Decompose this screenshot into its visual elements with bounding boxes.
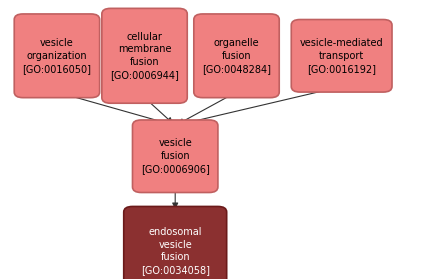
Text: cellular
membrane
fusion
[GO:0006944]: cellular membrane fusion [GO:0006944] xyxy=(110,32,179,80)
FancyBboxPatch shape xyxy=(194,14,279,98)
FancyBboxPatch shape xyxy=(291,20,392,92)
Text: endosomal
vesicle
fusion
[GO:0034058]: endosomal vesicle fusion [GO:0034058] xyxy=(141,227,210,275)
FancyBboxPatch shape xyxy=(124,206,227,279)
FancyBboxPatch shape xyxy=(132,120,218,193)
FancyBboxPatch shape xyxy=(102,8,187,103)
Text: vesicle-mediated
transport
[GO:0016192]: vesicle-mediated transport [GO:0016192] xyxy=(300,38,383,74)
Text: vesicle
fusion
[GO:0006906]: vesicle fusion [GO:0006906] xyxy=(141,138,210,174)
Text: vesicle
organization
[GO:0016050]: vesicle organization [GO:0016050] xyxy=(22,38,92,74)
FancyBboxPatch shape xyxy=(14,14,100,98)
Text: organelle
fusion
[GO:0048284]: organelle fusion [GO:0048284] xyxy=(202,38,271,74)
